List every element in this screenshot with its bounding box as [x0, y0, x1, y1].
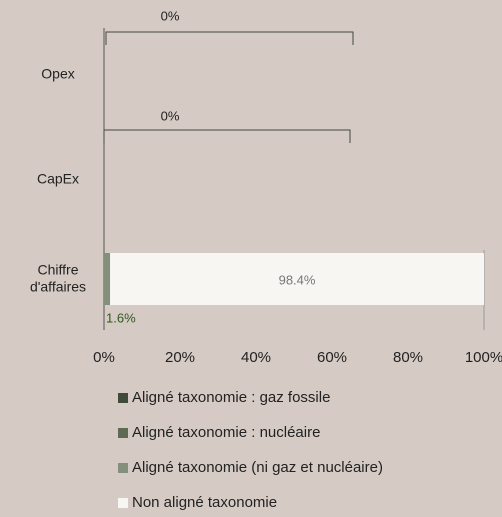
legend-swatch	[118, 393, 128, 403]
legend-swatch	[118, 463, 128, 473]
y-tick-label: Opex	[41, 66, 74, 82]
annotation: 0%	[161, 108, 180, 123]
annotation: 0%	[161, 8, 180, 23]
x-tick-label: 20%	[165, 349, 195, 366]
y-tick-label: Chiffre d'affaires	[30, 261, 86, 294]
legend-label: Aligné taxonomie : nucléaire	[132, 424, 320, 441]
x-tick-label: 100%	[465, 349, 502, 366]
data-label: 1.6%	[106, 310, 136, 325]
legend-label: Non aligné taxonomie	[132, 494, 277, 511]
bar	[110, 253, 484, 305]
legend-swatch	[118, 428, 128, 438]
y-tick-label: CapEx	[37, 171, 79, 187]
bracket	[103, 129, 351, 143]
legend-swatch	[118, 498, 128, 508]
bracket	[105, 31, 354, 45]
x-tick-label: 60%	[317, 349, 347, 366]
legend-label: Aligné taxonomie : gaz fossile	[132, 389, 330, 406]
x-tick-label: 80%	[393, 349, 423, 366]
legend-label: Aligné taxonomie (ni gaz et nucléaire)	[132, 459, 383, 476]
bar	[104, 253, 111, 305]
x-tick-label: 0%	[93, 349, 115, 366]
x-tick-label: 40%	[241, 349, 271, 366]
data-label: 98.4%	[279, 272, 316, 287]
